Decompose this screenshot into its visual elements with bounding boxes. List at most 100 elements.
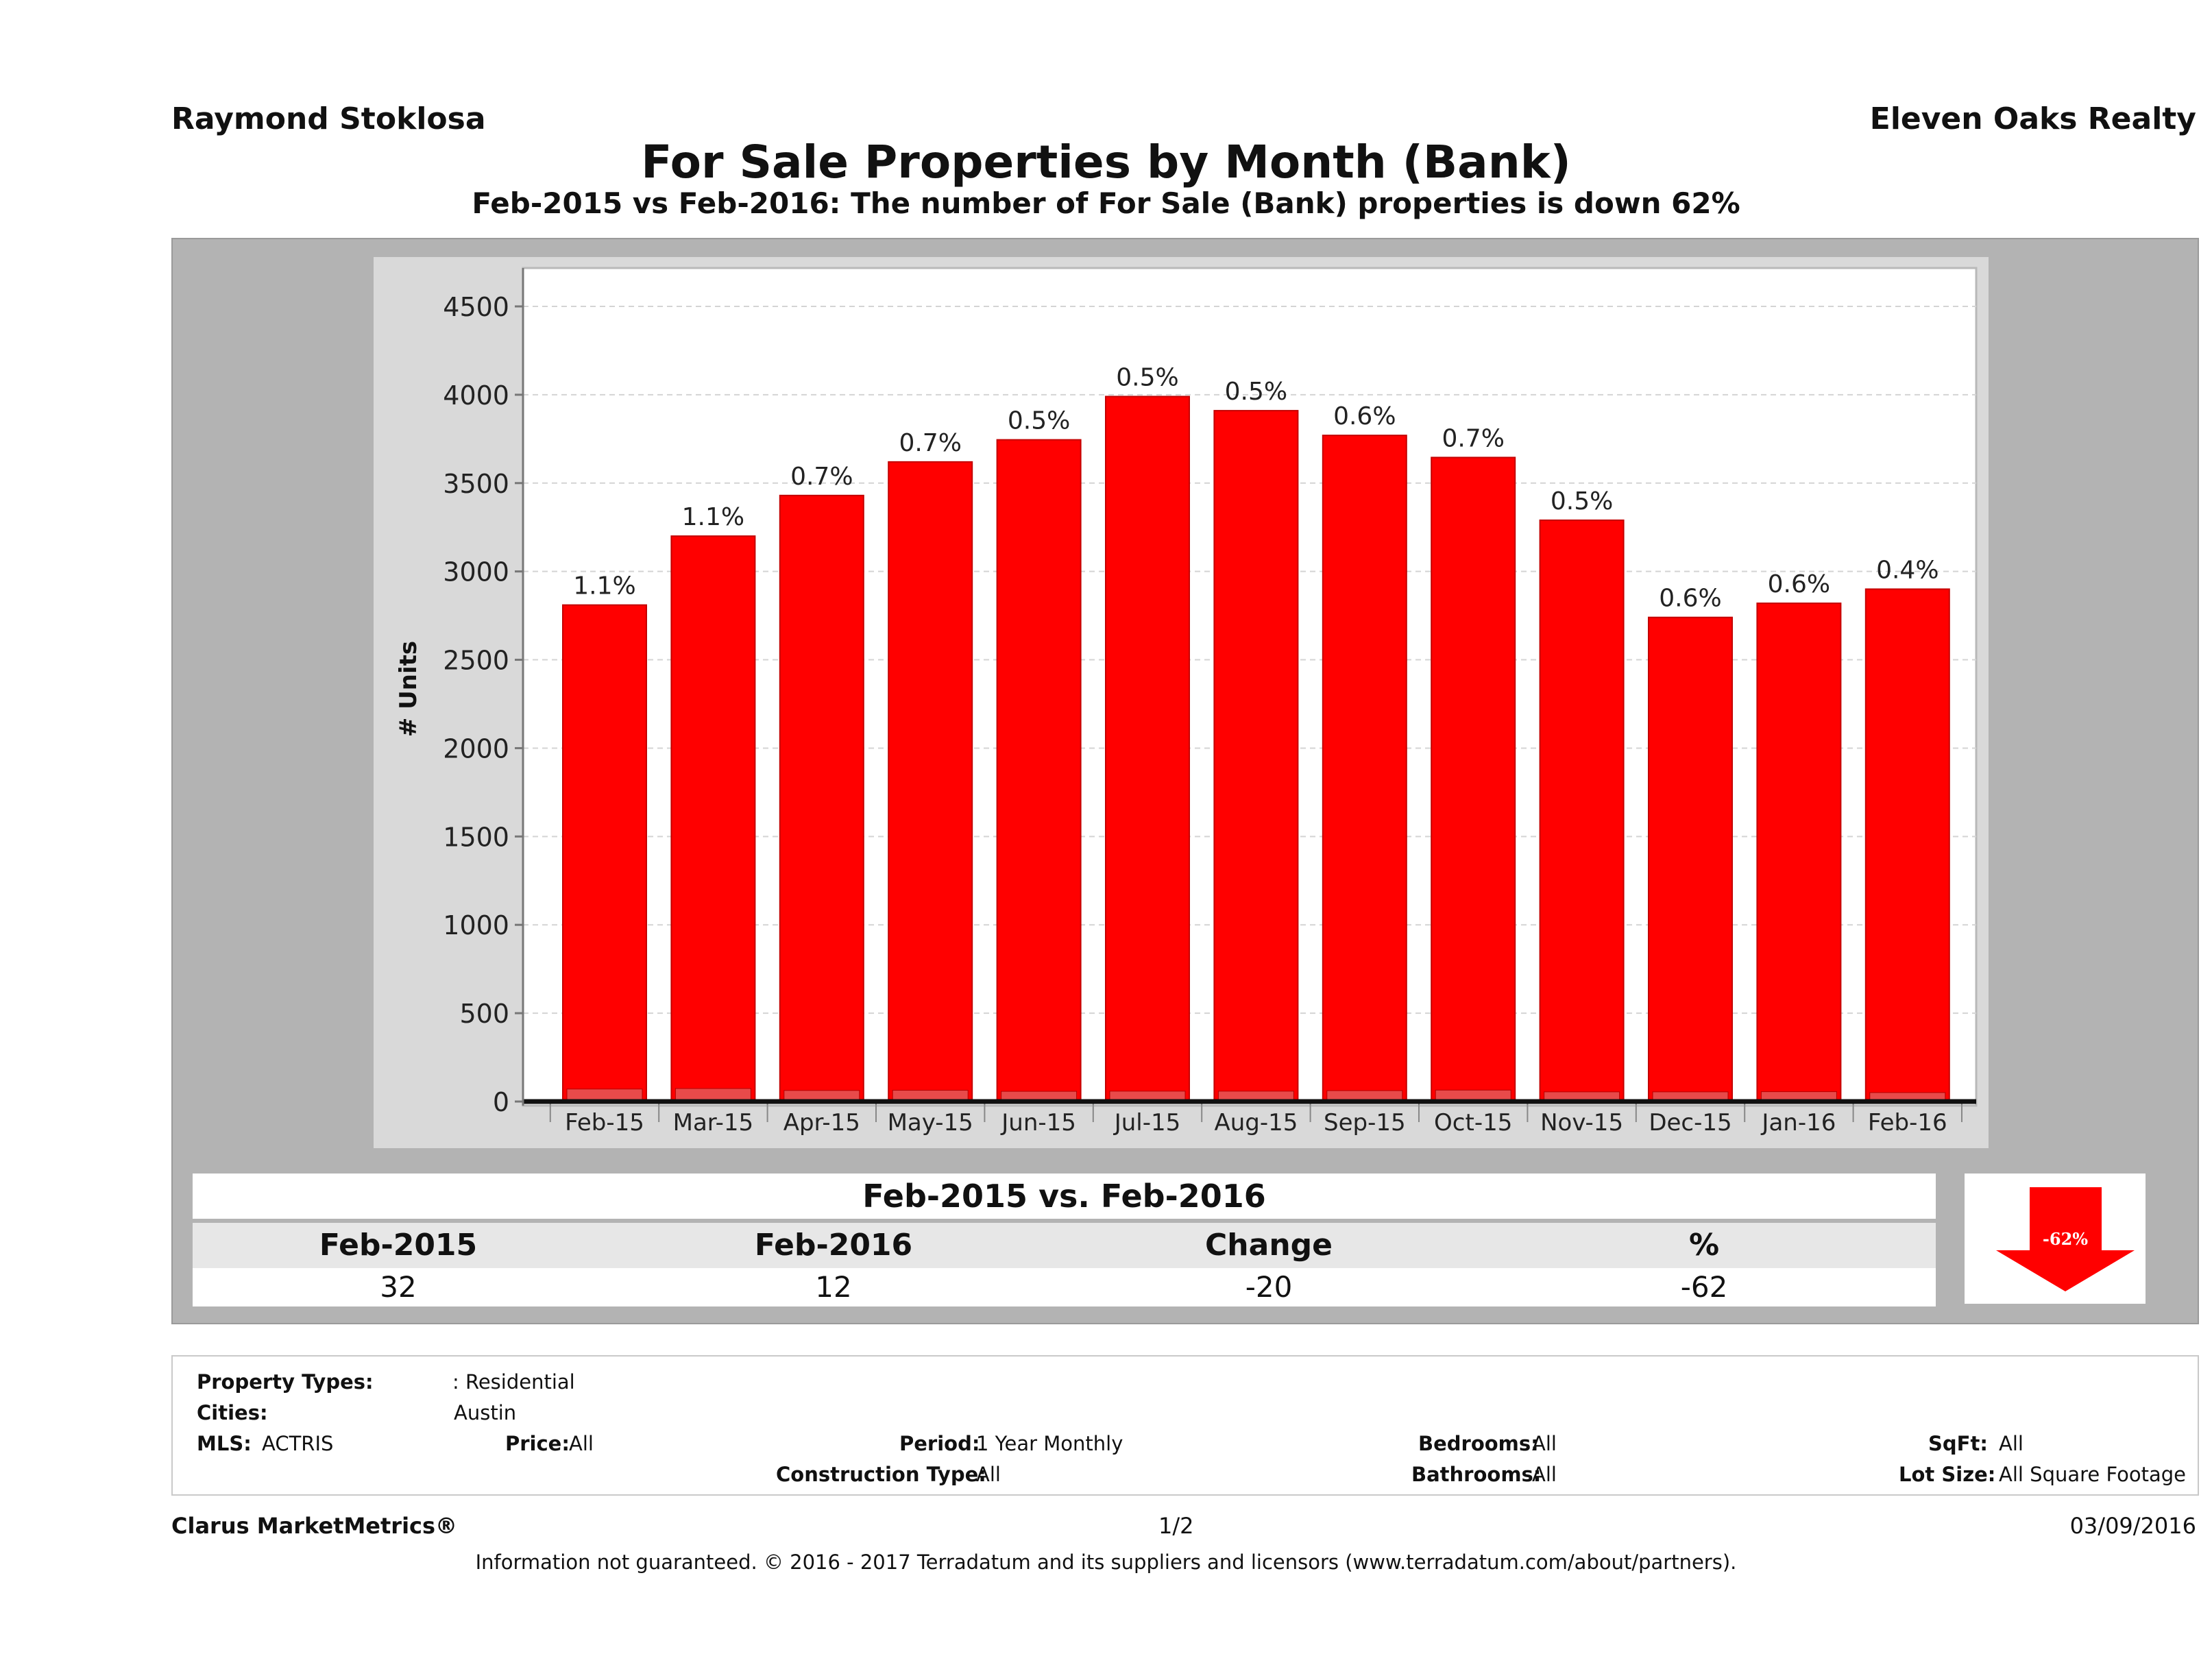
- bar: [779, 494, 864, 1103]
- cities-value: Austin: [454, 1401, 517, 1424]
- bar: [1648, 616, 1733, 1102]
- bar: [1213, 410, 1299, 1103]
- change-badge-label: -62%: [2043, 1229, 2088, 1249]
- x-axis-ticks: Feb-15 Mar-15 Apr-15 May-15 Jun-15 Jul-15 Aug-…: [549, 1102, 1962, 1136]
- bar: [1431, 457, 1516, 1102]
- x-tick-label: Sep-15: [1324, 1109, 1406, 1136]
- x-tick-label: Mar-15: [673, 1109, 754, 1136]
- data-label: 0.4%: [1876, 556, 1938, 584]
- x-tick-label: Jul-15: [1113, 1109, 1181, 1136]
- price-label: Price:: [505, 1432, 570, 1455]
- footer-date: 03/09/2016: [2069, 1513, 2196, 1539]
- x-tick-label: Aug-15: [1214, 1109, 1298, 1136]
- x-tick-label: Apr-15: [783, 1109, 860, 1136]
- summary-value-feb2015: 32: [380, 1270, 417, 1304]
- price-value: All: [569, 1432, 594, 1455]
- period-value: 1 Year Monthly: [976, 1432, 1123, 1455]
- bar: [670, 535, 756, 1103]
- y-axis-label: # Units: [395, 641, 422, 737]
- y-tick-label: 3500: [443, 469, 509, 499]
- data-label: 0.5%: [1008, 407, 1070, 435]
- property-types-value: : Residential: [452, 1370, 575, 1394]
- data-label: 0.7%: [790, 463, 853, 491]
- filters-panel: Property Types: : Residential Cities: Au…: [171, 1355, 2199, 1496]
- company-name: Eleven Oaks Realty: [1869, 101, 2196, 136]
- data-label: 0.5%: [1551, 487, 1613, 515]
- data-label: 0.7%: [1442, 424, 1504, 452]
- data-label: 1.1%: [682, 503, 744, 531]
- period-label: Period:: [899, 1432, 980, 1455]
- summary-header-feb2016: Feb-2016: [754, 1228, 913, 1263]
- bedrooms-label: Bedrooms:: [1418, 1432, 1539, 1455]
- summary-header-row: Feb-2015 Feb-2016 Change %: [193, 1223, 1936, 1268]
- x-tick-label: Jan-16: [1760, 1109, 1836, 1136]
- summary-value-feb2016: 12: [815, 1270, 852, 1304]
- sqft-label: SqFt:: [1928, 1432, 1988, 1455]
- lot-size-value: All Square Footage: [1999, 1463, 2187, 1486]
- property-types-label: Property Types:: [197, 1370, 374, 1394]
- y-tick-label: 4000: [443, 380, 509, 411]
- summary-value-row: 32 12 -20 -62: [193, 1268, 1936, 1306]
- data-label: 0.6%: [1768, 570, 1830, 598]
- y-tick-label: 1000: [443, 910, 509, 940]
- bars: [562, 396, 1950, 1103]
- x-tick-label: Feb-16: [1868, 1109, 1947, 1136]
- bar: [996, 439, 1082, 1103]
- bar: [1864, 588, 1950, 1102]
- data-label: 0.6%: [1333, 402, 1396, 430]
- bar-chart: 0 500 1000 1500 2000 2500 3000 3500 4000 4500 1.1…: [395, 267, 1978, 1136]
- grid-lines: [523, 306, 1976, 1014]
- footer-page-number: 1/2: [1158, 1513, 1194, 1539]
- x-tick-label: May-15: [888, 1109, 973, 1136]
- construction-type-label: Construction Type:: [776, 1463, 986, 1486]
- summary-header-change: Change: [1205, 1228, 1333, 1263]
- mls-value: ACTRIS: [262, 1432, 334, 1455]
- bedrooms-value: All: [1532, 1432, 1557, 1455]
- bar: [1322, 435, 1407, 1102]
- construction-type-value: All: [976, 1463, 1001, 1486]
- y-tick-label: 0: [493, 1087, 509, 1117]
- data-label: 0.7%: [899, 429, 961, 457]
- bar: [1105, 396, 1190, 1102]
- y-tick-label: 4500: [443, 292, 509, 322]
- bar: [562, 604, 647, 1102]
- bathrooms-label: Bathrooms:: [1411, 1463, 1542, 1486]
- footer-disclaimer: Information not guaranteed. © 2016 - 201…: [475, 1551, 1737, 1574]
- summary-title: Feb-2015 vs. Feb-2016: [862, 1178, 1266, 1215]
- data-labels: 1.1% 1.1% 0.7% 0.7% 0.5% 0.5% 0.5% 0.6% 0.7% 0.5%…: [573, 363, 1938, 612]
- cities-label: Cities:: [197, 1401, 268, 1424]
- sqft-value: All: [1999, 1432, 2023, 1455]
- mls-label: MLS:: [197, 1432, 252, 1455]
- data-label: 0.5%: [1225, 378, 1287, 406]
- summary-value-change: -20: [1245, 1270, 1293, 1304]
- y-tick-label: 3000: [443, 557, 509, 587]
- x-tick-label: Feb-15: [565, 1109, 644, 1136]
- bar: [1539, 519, 1625, 1102]
- y-tick-label: 500: [459, 999, 509, 1029]
- x-tick-label: Jun-15: [1000, 1109, 1076, 1136]
- chart-title: For Sale Properties by Month (Bank): [641, 136, 1571, 189]
- bar: [888, 461, 973, 1103]
- y-axis-ticks: 0 500 1000 1500 2000 2500 3000 3500 4000 4500: [443, 292, 523, 1117]
- y-tick-label: 1500: [443, 822, 509, 852]
- change-badge-box: -62%: [1965, 1174, 2146, 1304]
- bathrooms-value: All: [1532, 1463, 1557, 1486]
- footer-brand: Clarus MarketMetrics®: [171, 1513, 458, 1539]
- x-tick-label: Dec-15: [1649, 1109, 1731, 1136]
- x-tick-label: Oct-15: [1434, 1109, 1512, 1136]
- lot-size-label: Lot Size:: [1899, 1463, 1996, 1486]
- y-tick-label: 2000: [443, 733, 509, 764]
- data-label: 0.6%: [1659, 585, 1721, 613]
- summary-header-percent: %: [1688, 1228, 1720, 1263]
- summary-title-row: Feb-2015 vs. Feb-2016: [193, 1174, 1936, 1219]
- data-label: 0.5%: [1116, 363, 1178, 391]
- x-tick-label: Nov-15: [1540, 1109, 1623, 1136]
- down-arrow-icon: -62%: [1996, 1187, 2135, 1291]
- agent-name: Raymond Stoklosa: [171, 101, 486, 136]
- summary-value-percent: -62: [1680, 1270, 1728, 1304]
- data-label: 1.1%: [573, 572, 635, 600]
- y-tick-label: 2500: [443, 646, 509, 676]
- bar: [1756, 603, 1842, 1103]
- chart-subtitle: Feb-2015 vs Feb-2016: The number of For …: [472, 186, 1740, 220]
- summary-header-feb2015: Feb-2015: [319, 1228, 478, 1263]
